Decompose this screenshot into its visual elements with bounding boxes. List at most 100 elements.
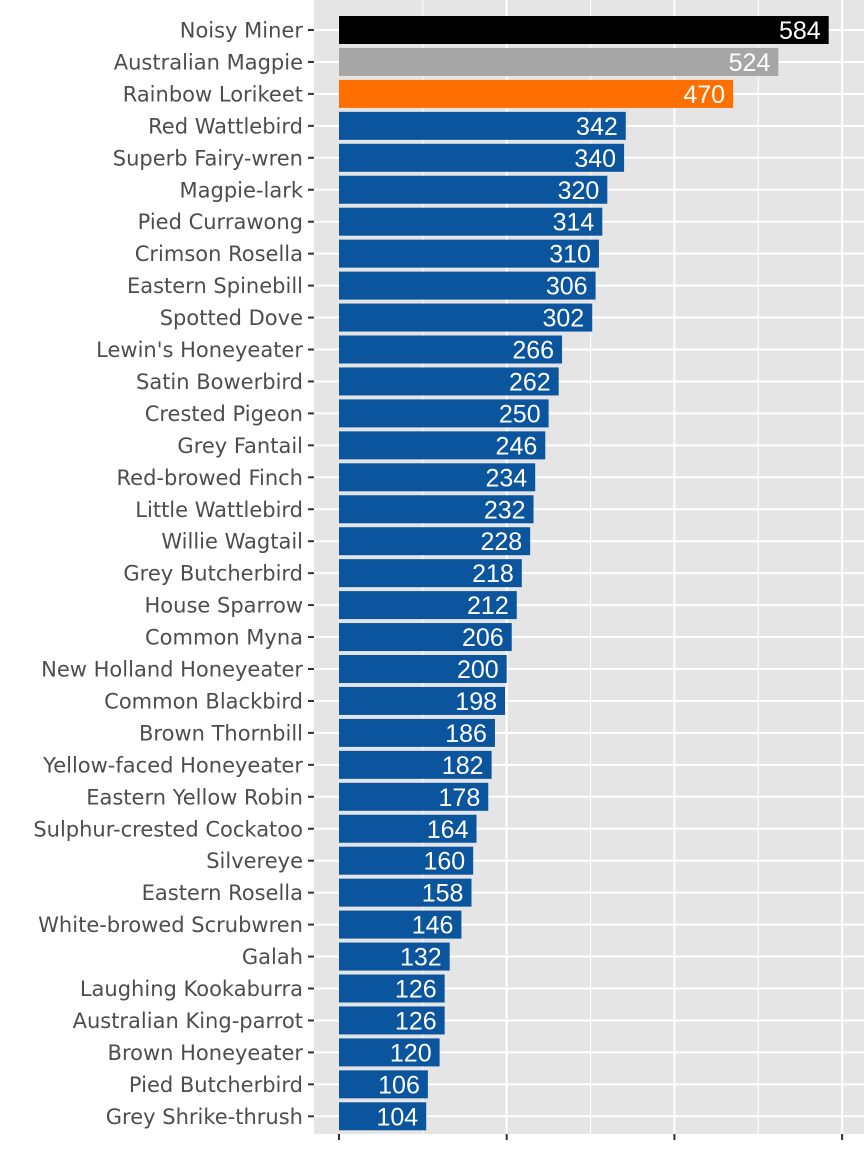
category-label: Superb Fairy-wren — [113, 146, 303, 170]
category-label: Crimson Rosella — [135, 242, 303, 266]
bar — [339, 1102, 427, 1131]
bar — [339, 974, 445, 1003]
bar — [339, 175, 608, 204]
value-label: 198 — [455, 688, 497, 716]
bar — [339, 1038, 440, 1067]
category-label: Rainbow Lorikeet — [123, 82, 303, 106]
category-label: Common Blackbird — [104, 689, 303, 713]
value-label: 266 — [512, 337, 554, 365]
bar — [339, 623, 512, 652]
bar — [339, 79, 734, 108]
value-label: 314 — [553, 209, 595, 237]
bar — [339, 782, 489, 811]
bar — [339, 527, 531, 556]
category-label: Common Myna — [145, 626, 303, 650]
category-label: Eastern Yellow Robin — [86, 785, 303, 809]
value-label: 104 — [376, 1103, 418, 1131]
y-axis-ticks — [308, 29, 314, 1118]
value-label: 310 — [549, 241, 591, 269]
category-label: Laughing Kookaburra — [80, 977, 303, 1001]
category-label: Red-browed Finch — [117, 466, 303, 490]
bar — [339, 718, 495, 747]
value-label: 262 — [509, 368, 551, 396]
value-label: 250 — [499, 400, 541, 428]
value-label: 182 — [442, 752, 484, 780]
value-label: 234 — [485, 464, 527, 492]
value-label: 302 — [543, 305, 585, 333]
category-label: Grey Butcherbird — [123, 562, 303, 586]
bar — [339, 463, 536, 492]
category-label: Spotted Dove — [160, 306, 303, 330]
value-label: 106 — [378, 1071, 420, 1099]
value-label: 206 — [462, 624, 504, 652]
category-label: Noisy Miner — [180, 19, 304, 43]
bar — [339, 1006, 445, 1035]
bar — [339, 655, 507, 683]
category-label: Willie Wagtail — [161, 530, 303, 554]
bar — [339, 495, 534, 524]
value-label: 160 — [423, 848, 465, 876]
category-label: Yellow-faced Honeyeater — [42, 753, 303, 777]
category-label: Pied Currawong — [138, 210, 303, 234]
category-label: Australian Magpie — [114, 50, 303, 74]
value-label: 212 — [467, 592, 509, 620]
category-label: White-browed Scrubwren — [38, 913, 303, 937]
value-label: 228 — [480, 528, 522, 556]
category-label: Grey Fantail — [177, 434, 303, 458]
value-label: 120 — [390, 1039, 432, 1067]
category-label: Pied Butcherbird — [129, 1073, 303, 1097]
category-label: Lewin's Honeyeater — [96, 338, 303, 362]
value-label: 164 — [427, 816, 469, 844]
bar — [339, 143, 625, 172]
category-label: Magpie-lark — [180, 178, 304, 202]
value-label: 246 — [496, 432, 538, 460]
bar — [339, 367, 559, 396]
value-label: 126 — [395, 1007, 437, 1035]
x-axis-ticks — [338, 1134, 844, 1140]
category-label: Grey Shrike-thrush — [106, 1105, 303, 1129]
value-label: 146 — [412, 912, 454, 940]
bar — [339, 942, 450, 971]
bar — [339, 846, 474, 875]
bar — [339, 303, 593, 332]
bar — [339, 814, 477, 843]
value-label: 340 — [574, 145, 616, 173]
category-label: Red Wattlebird — [148, 114, 303, 138]
value-label: 470 — [683, 81, 725, 109]
value-label: 524 — [729, 49, 771, 77]
bar — [339, 1070, 428, 1099]
bar — [339, 111, 626, 140]
category-label: Satin Bowerbird — [136, 370, 303, 394]
category-label: Eastern Rosella — [142, 881, 303, 905]
category-label: Silvereye — [206, 849, 303, 873]
category-label: New Holland Honeyeater — [41, 658, 303, 682]
bar — [339, 47, 779, 76]
value-label: 200 — [457, 656, 499, 684]
category-label: Galah — [242, 945, 303, 969]
value-label: 158 — [422, 880, 464, 908]
bar — [339, 686, 506, 715]
value-label: 306 — [546, 273, 588, 301]
value-label: 126 — [395, 976, 437, 1004]
value-label: 186 — [445, 720, 487, 748]
bar — [339, 271, 596, 300]
bar — [339, 335, 563, 364]
bar — [339, 750, 492, 779]
category-label: Brown Thornbill — [139, 721, 303, 745]
bar — [339, 431, 546, 460]
category-label: Eastern Spinebill — [127, 274, 303, 298]
category-labels: Noisy Miner Australian Magpie Rainbow Lori… — [33, 19, 304, 1129]
category-label: Crested Pigeon — [145, 402, 303, 426]
category-label: House Sparrow — [145, 594, 303, 618]
bars — [339, 16, 829, 1131]
bar — [339, 399, 549, 428]
category-label: Australian King-parrot — [73, 1009, 303, 1033]
value-label: 342 — [576, 113, 618, 141]
value-label: 584 — [779, 17, 821, 45]
value-label: 178 — [439, 784, 481, 812]
bar — [339, 16, 829, 44]
bar — [339, 207, 603, 236]
category-label: Little Wattlebird — [135, 498, 303, 522]
